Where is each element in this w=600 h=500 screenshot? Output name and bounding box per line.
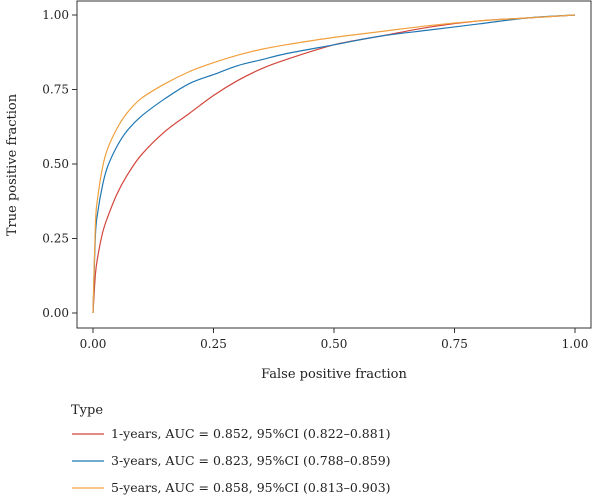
legend-title: Type	[71, 403, 103, 418]
y-axis: 0.00 0.25 0.50 0.75 1.00	[42, 8, 77, 320]
y-tick-label: 0.50	[42, 157, 69, 171]
y-axis-title: True positive fraction	[5, 93, 20, 236]
y-tick-label: 0.75	[42, 83, 69, 97]
series-layer	[92, 14, 576, 314]
x-axis: 0.00 0.25 0.50 0.75 1.00	[80, 328, 589, 351]
legend-label-1: 1-years, AUC = 0.852, 95%CI (0.822–0.881…	[111, 426, 391, 441]
series-line-2	[92, 14, 576, 314]
x-tick-label: 1.00	[562, 337, 589, 351]
x-tick-label: 0.00	[80, 337, 107, 351]
series-line-1	[92, 14, 576, 314]
x-tick-label: 0.50	[321, 337, 348, 351]
legend-label-3: 5-years, AUC = 0.858, 95%CI (0.813–0.903…	[111, 480, 391, 495]
y-tick-label: 0.00	[42, 306, 69, 320]
series-line-3	[92, 14, 576, 314]
legend: Type 1-years, AUC = 0.852, 95%CI (0.822–…	[71, 403, 391, 495]
x-axis-title: False positive fraction	[261, 367, 407, 382]
y-tick-label: 1.00	[42, 8, 69, 22]
x-tick-label: 0.75	[441, 337, 468, 351]
y-tick-label: 0.25	[42, 232, 69, 246]
legend-label-2: 3-years, AUC = 0.823, 95%CI (0.788–0.859…	[111, 453, 391, 468]
x-tick-label: 0.25	[200, 337, 227, 351]
